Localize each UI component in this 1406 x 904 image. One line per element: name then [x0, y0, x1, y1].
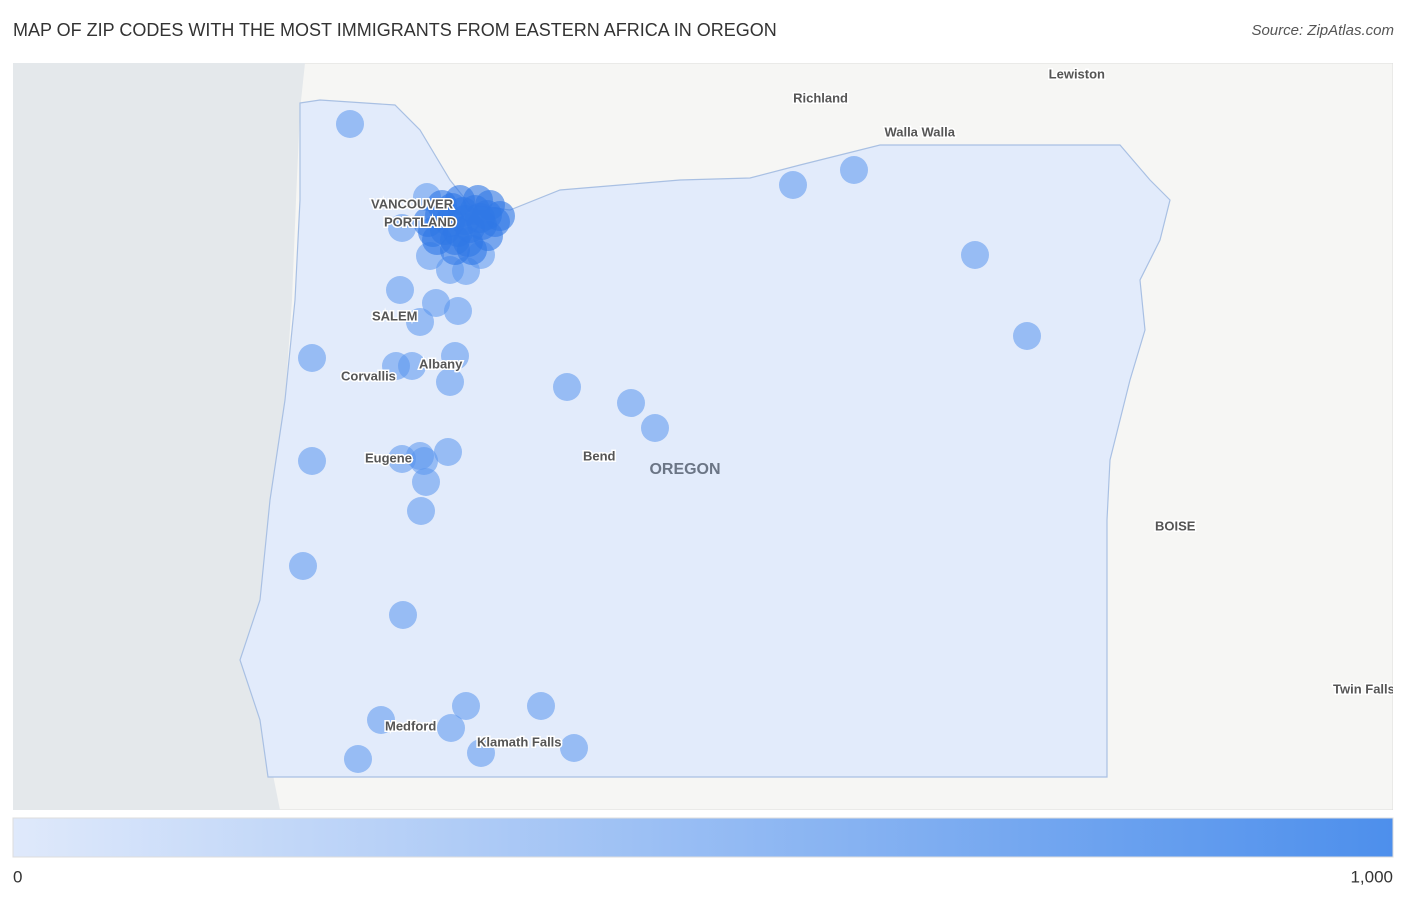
city-label: PORTLAND	[384, 214, 456, 229]
zip-marker	[410, 447, 438, 475]
zip-marker	[434, 438, 462, 466]
zip-marker	[398, 352, 426, 380]
city-label: BOISE	[1155, 518, 1196, 533]
zip-marker	[367, 706, 395, 734]
zip-marker	[406, 308, 434, 336]
city-label: Eugene	[365, 450, 412, 465]
zip-marker	[617, 389, 645, 417]
ocean	[13, 63, 305, 810]
city-label: Albany	[419, 356, 463, 371]
zip-marker	[298, 344, 326, 372]
map: OREGON Lewiston Richland Walla Walla VANCOU…	[13, 63, 1395, 810]
zip-marker	[779, 171, 807, 199]
zip-marker	[388, 214, 416, 242]
zip-markers	[289, 110, 1041, 773]
zip-marker	[389, 601, 417, 629]
zip-marker	[386, 276, 414, 304]
legend-max: 1,000	[1350, 867, 1393, 886]
zip-marker	[344, 745, 372, 773]
zip-marker	[1013, 322, 1041, 350]
zip-marker	[298, 447, 326, 475]
legend-bar	[12, 817, 1394, 858]
city-label: Klamath Falls	[477, 734, 562, 749]
city-label: Walla Walla	[884, 124, 955, 139]
city-label: VANCOUVER	[371, 196, 454, 211]
city-label: Twin Falls	[1333, 681, 1395, 696]
zip-marker	[527, 692, 555, 720]
zip-marker	[436, 368, 464, 396]
zip-marker	[961, 241, 989, 269]
source: Source: ZipAtlas.com	[1251, 22, 1394, 39]
zip-marker	[422, 289, 450, 317]
zip-marker	[553, 373, 581, 401]
zip-marker	[465, 203, 495, 233]
zip-marker	[407, 497, 435, 525]
zip-marker	[560, 734, 588, 762]
city-labels: Lewiston Richland Walla Walla VANCOUVER PORT…	[340, 65, 1395, 751]
city-label: Lewiston	[1049, 66, 1105, 81]
zip-marker	[441, 342, 469, 370]
zip-marker	[457, 235, 487, 265]
legend-min: 0	[13, 867, 22, 886]
city-label: SALEM	[372, 308, 418, 323]
title: MAP OF ZIP CODES WITH THE MOST IMMIGRANT…	[13, 20, 777, 40]
zip-marker	[336, 110, 364, 138]
zip-marker	[452, 692, 480, 720]
zip-marker	[840, 156, 868, 184]
zip-marker	[641, 414, 669, 442]
city-label: Richland	[793, 90, 848, 105]
zip-marker	[437, 714, 465, 742]
zip-marker	[467, 739, 495, 767]
zip-marker	[412, 468, 440, 496]
city-label: Medford	[385, 718, 436, 733]
state-label: OREGON	[649, 461, 720, 478]
zip-marker	[444, 297, 472, 325]
zip-marker	[289, 552, 317, 580]
city-label: Bend	[583, 448, 616, 463]
city-label: Corvallis	[341, 368, 396, 383]
